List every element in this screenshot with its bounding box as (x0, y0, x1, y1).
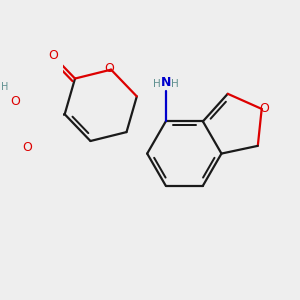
Text: O: O (23, 141, 32, 154)
Text: O: O (260, 102, 269, 115)
Text: O: O (10, 95, 20, 108)
Text: O: O (49, 49, 58, 62)
Text: H: H (153, 79, 160, 89)
Text: O: O (105, 62, 115, 75)
Text: H: H (171, 79, 179, 89)
Text: H: H (1, 82, 8, 92)
Text: N: N (160, 76, 171, 88)
